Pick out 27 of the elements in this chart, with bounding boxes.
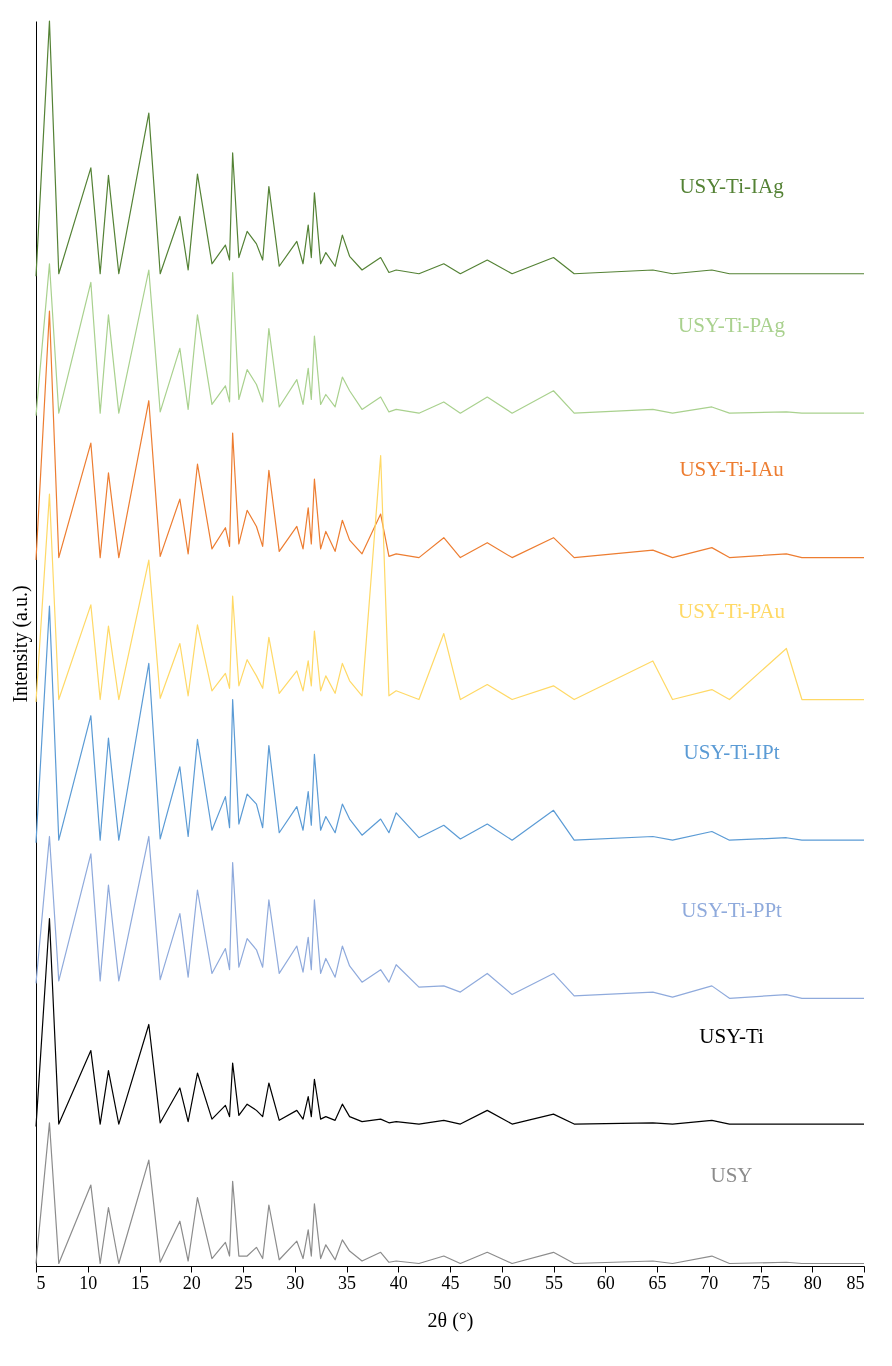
y-axis-title: Intensity (a.u.): [8, 585, 32, 703]
x-axis-title: 2θ (°): [427, 1308, 474, 1332]
x-tick-label: 20: [182, 1272, 201, 1293]
text: USY: [710, 1163, 753, 1188]
x-tick-label: 50: [493, 1272, 512, 1293]
x-tick-label: 45: [441, 1272, 460, 1293]
series-label: USY-Ti-PAu: [678, 599, 786, 624]
x-tick-label: 5: [36, 1272, 46, 1293]
x-tick-label: 65: [648, 1272, 667, 1293]
x-tick-label: 15: [131, 1272, 149, 1293]
x-tick-label: 75: [752, 1272, 770, 1293]
x-tick-label: 40: [389, 1272, 408, 1293]
x-tick-label: 10: [79, 1272, 98, 1293]
text: USY-Ti-IAg: [679, 173, 785, 198]
x-tick-label: 80: [803, 1272, 822, 1293]
text: USY-Ti-IAu: [679, 457, 785, 482]
x-tick-label: 55: [545, 1272, 563, 1293]
x-tick-label: 70: [700, 1272, 719, 1293]
x-tick-label: 30: [286, 1272, 305, 1293]
x-tick-label: 60: [596, 1272, 615, 1293]
text: USY-Ti-PAg: [678, 313, 786, 338]
x-tick-label: 85: [846, 1272, 865, 1293]
x-tick-label: 25: [234, 1272, 253, 1293]
x-tick-label: 35: [338, 1272, 356, 1293]
text: USY-Ti: [699, 1023, 764, 1048]
text: USY-Ti-IPt: [683, 740, 780, 765]
text: USY-Ti-PPt: [681, 898, 783, 923]
